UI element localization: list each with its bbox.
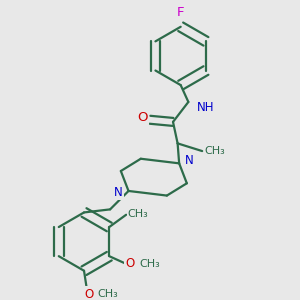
Text: O: O	[137, 111, 148, 124]
Text: O: O	[125, 257, 134, 270]
Text: O: O	[84, 288, 93, 300]
Text: F: F	[177, 7, 184, 20]
Text: N: N	[114, 186, 123, 199]
Text: CH₃: CH₃	[128, 209, 148, 219]
Text: CH₃: CH₃	[98, 290, 118, 299]
Text: CH₃: CH₃	[205, 146, 225, 156]
Text: CH₃: CH₃	[139, 259, 160, 269]
Text: N: N	[185, 154, 194, 167]
Text: NH: NH	[197, 101, 214, 114]
